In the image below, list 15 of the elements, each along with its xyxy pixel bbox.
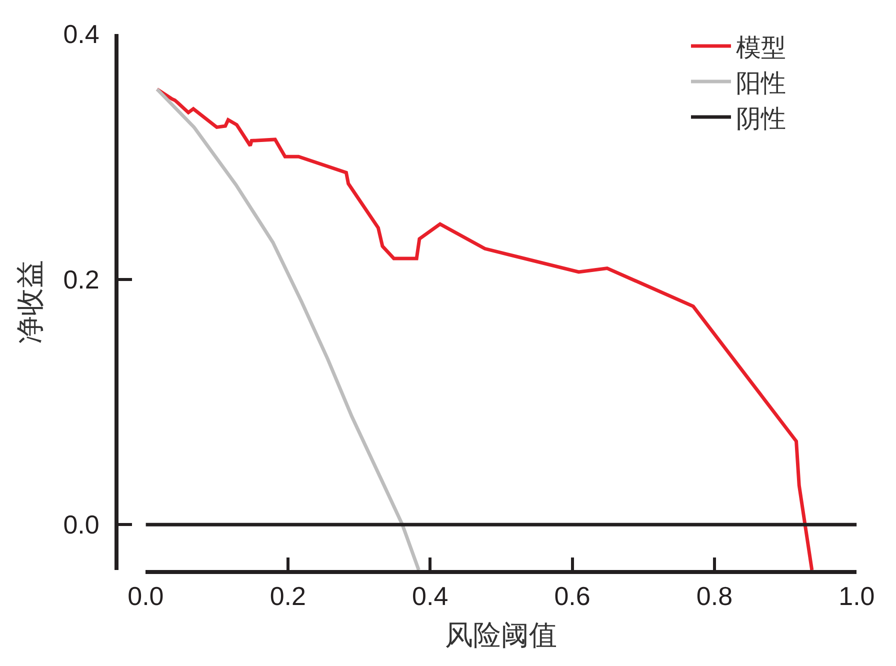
legend-label: 阴性 xyxy=(736,104,786,133)
x-tick-label: 0.6 xyxy=(554,580,590,611)
x-tick-label: 0.8 xyxy=(696,580,733,611)
line-series xyxy=(155,87,420,570)
x-axis-title: 风险阈值 xyxy=(445,620,558,651)
y-tick-label: 0.0 xyxy=(63,510,100,540)
x-tick-label: 0.2 xyxy=(270,580,306,611)
legend-label: 阳性 xyxy=(736,69,786,98)
x-tick-label: 1.0 xyxy=(838,580,875,611)
y-tick-label: 0.4 xyxy=(63,19,100,50)
x-tick-label: 0.4 xyxy=(412,580,448,611)
y-tick-label: 0.2 xyxy=(63,264,100,294)
x-tick-label: 0.0 xyxy=(128,580,164,611)
y-axis-title: 净收益 xyxy=(14,260,46,344)
legend-label: 模型 xyxy=(736,34,786,62)
